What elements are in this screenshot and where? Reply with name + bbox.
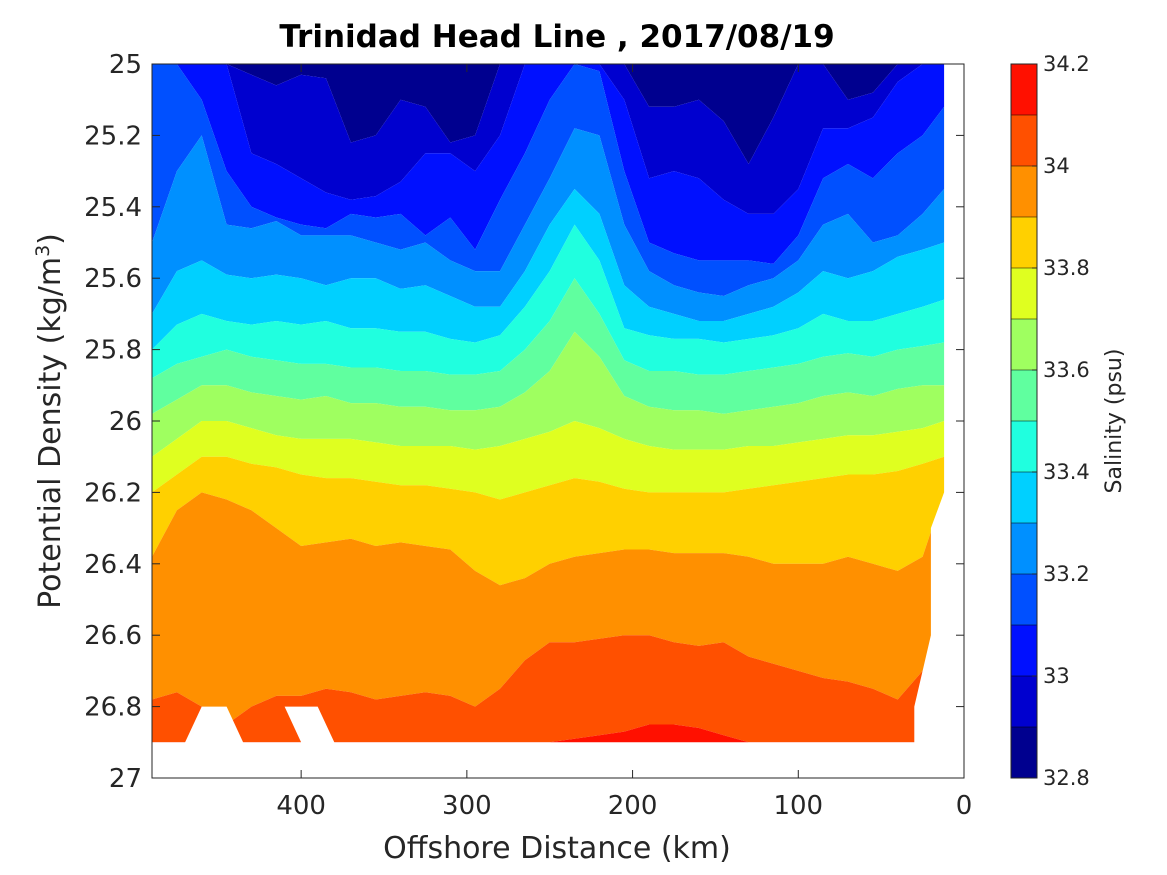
colorbar-swatch xyxy=(1011,625,1037,676)
colorbar-swatch xyxy=(1011,115,1037,166)
contour-band xyxy=(152,456,945,586)
y-tick-label: 26 xyxy=(109,407,142,437)
masked-regions xyxy=(152,492,964,778)
plot-area xyxy=(152,64,964,778)
colorbar-swatch xyxy=(1011,64,1037,115)
colorbar-swatch xyxy=(1011,472,1037,523)
y-tick-label: 26.8 xyxy=(84,693,142,723)
colorbar-tick-label: 33.2 xyxy=(1043,562,1090,586)
x-tick-label: 100 xyxy=(773,791,823,821)
y-tick-label: 26.6 xyxy=(84,621,142,651)
y-tick-label: 26.2 xyxy=(84,478,142,508)
y-axis-label-main: Potential Density (kg/m xyxy=(33,257,68,609)
colorbar-swatch xyxy=(1011,421,1037,472)
colorbar-swatch xyxy=(1011,319,1037,370)
colorbar-tick-label: 33.8 xyxy=(1043,256,1090,280)
no-data-mask xyxy=(284,706,335,778)
contour-band xyxy=(152,64,945,164)
x-axis-label: Offshore Distance (km) xyxy=(383,831,731,866)
x-axis: 400 300 200 100 0 xyxy=(276,64,972,821)
colorbar-swatch xyxy=(1011,676,1037,727)
y-tick-label: 27 xyxy=(109,764,142,794)
contour-band xyxy=(152,128,945,321)
contour-band xyxy=(152,64,945,264)
y-axis-label-close: ) xyxy=(33,233,68,245)
colorbar-tick-label: 34.2 xyxy=(1043,52,1090,76)
x-tick-label: 0 xyxy=(956,791,973,821)
no-data-mask xyxy=(176,706,252,778)
contour-band xyxy=(152,224,945,379)
y-tick-label: 25 xyxy=(109,50,142,80)
contour-band xyxy=(152,278,945,414)
contour-band xyxy=(152,64,945,214)
y-tick-label: 26.4 xyxy=(84,550,142,580)
y-tick-label: 25.6 xyxy=(84,264,142,294)
no-data-mask xyxy=(914,492,964,778)
contour-band xyxy=(152,492,945,725)
no-data-mask xyxy=(152,742,964,778)
contour-band xyxy=(152,635,945,743)
colorbar-tick-label: 33 xyxy=(1043,664,1070,688)
colorbar-swatch xyxy=(1011,217,1037,268)
contour-band xyxy=(152,421,945,500)
y-tick-label: 25.2 xyxy=(84,121,142,151)
colorbar-swatch xyxy=(1011,166,1037,217)
colorbar: 32.8 33 33.2 33.4 33.6 33.8 34 34.2 xyxy=(1011,52,1090,790)
colorbar-tick-label: 34 xyxy=(1043,154,1070,178)
contour-band xyxy=(152,189,945,350)
colorbar-swatch xyxy=(1011,370,1037,421)
colorbar-frame xyxy=(1010,63,1038,779)
y-tick-label: 25.4 xyxy=(84,193,142,223)
colorbar-swatch xyxy=(1011,727,1037,778)
y-axis-label: Potential Density (kg/m3) xyxy=(32,233,68,609)
y-axis-label-superscript: 3 xyxy=(32,245,54,257)
x-tick-label: 400 xyxy=(276,791,326,821)
colorbar-swatch xyxy=(1011,574,1037,625)
y-axis: 25 25.2 25.4 25.6 25.8 26 26.2 26.4 26.6 26.8 27 xyxy=(84,50,964,794)
colorbar-tick-label: 32.8 xyxy=(1043,766,1090,790)
y-tick-label: 25.8 xyxy=(84,336,142,366)
colorbar-swatch xyxy=(1011,523,1037,574)
chart-title: Trinidad Head Line , 2017/08/19 xyxy=(279,19,834,55)
contour-bands xyxy=(152,64,945,778)
x-tick-label: 200 xyxy=(608,791,658,821)
x-tick-label: 300 xyxy=(442,791,492,821)
colorbar-tick-label: 33.4 xyxy=(1043,460,1090,484)
colorbar-tick-label: 33.6 xyxy=(1043,358,1090,382)
contour-band xyxy=(152,331,945,457)
colorbar-swatch xyxy=(1011,268,1037,319)
contour-band xyxy=(152,64,945,296)
colorbar-label: Salinity (psu) xyxy=(1102,349,1127,494)
